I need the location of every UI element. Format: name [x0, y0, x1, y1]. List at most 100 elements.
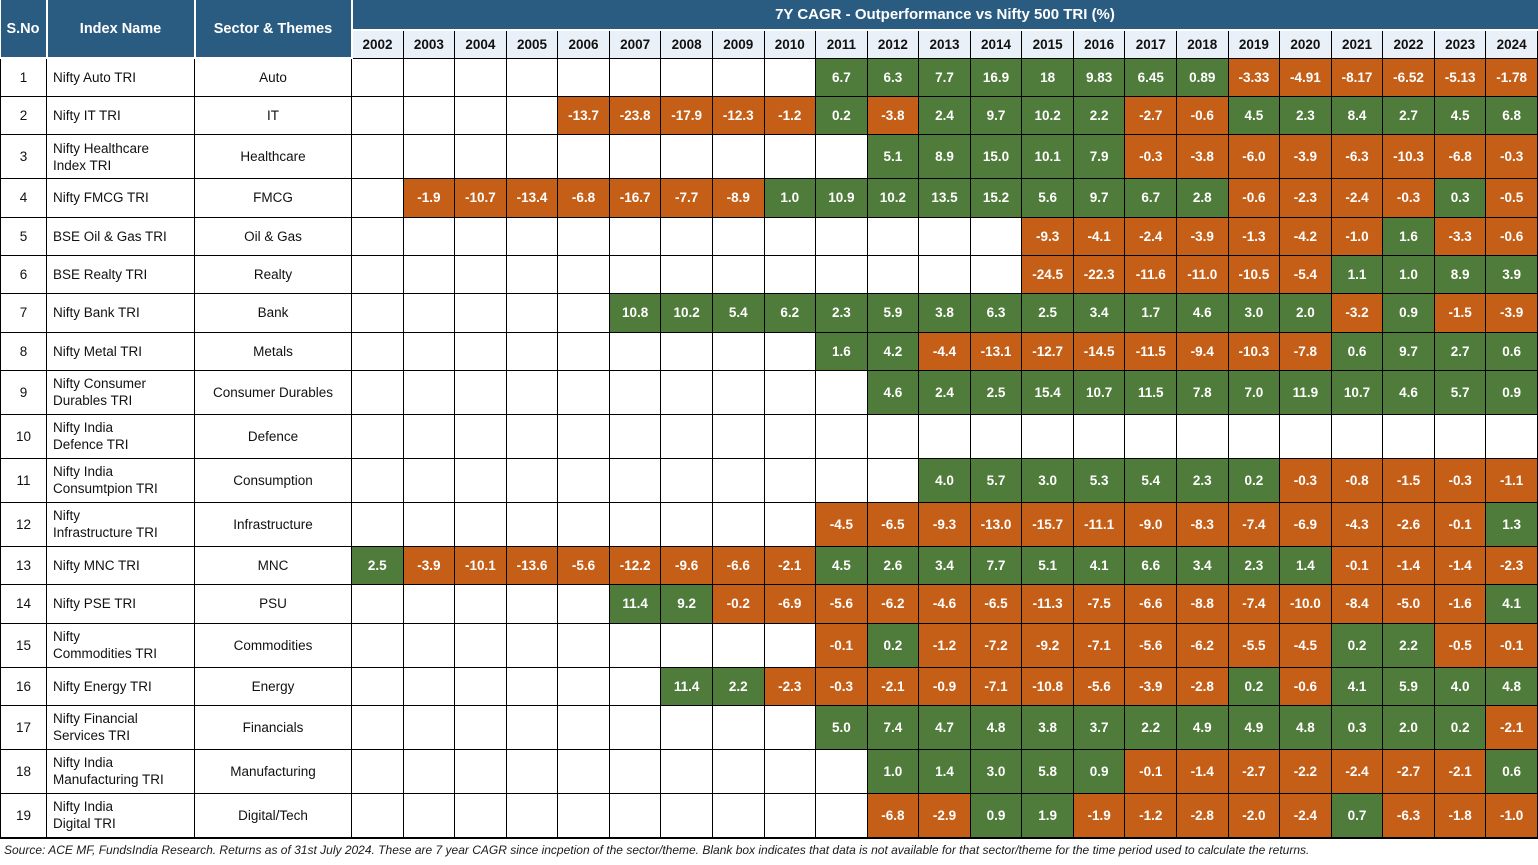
empty-cell-2004 — [454, 792, 507, 839]
value-cell-2013: 1.4 — [918, 748, 971, 794]
empty-cell-2007 — [608, 369, 662, 415]
empty-cell-2004 — [454, 457, 507, 503]
empty-cell-2010 — [763, 216, 817, 256]
year-header-2013: 2013 — [918, 29, 971, 59]
value-cell-2012: 4.6 — [866, 369, 920, 415]
value-cell-2019: -10.5 — [1227, 254, 1281, 295]
sno-cell: 8 — [0, 331, 47, 371]
empty-cell-2002 — [351, 369, 404, 415]
value-cell-2019: 4.5 — [1227, 95, 1281, 136]
value-cell-2011: 1.6 — [815, 331, 868, 371]
empty-cell-2009 — [711, 792, 765, 839]
value-cell-2015: 3.0 — [1021, 457, 1074, 503]
value-cell-2011: 10.9 — [815, 178, 868, 218]
empty-cell-2006 — [557, 369, 610, 415]
value-cell-2008: -17.9 — [660, 95, 713, 136]
value-cell-2023: 0.2 — [1433, 704, 1487, 750]
empty-cell-2017 — [1124, 413, 1177, 459]
empty-cell-2004 — [454, 369, 507, 415]
value-cell-2007: -23.8 — [608, 95, 662, 136]
index-name-cell: Nifty Auto TRI — [46, 57, 195, 97]
empty-cell-2004 — [454, 57, 507, 97]
value-cell-2012: 2.6 — [866, 545, 920, 586]
empty-cell-2006 — [557, 501, 610, 547]
year-header-2017: 2017 — [1124, 29, 1177, 59]
value-cell-2015: 5.6 — [1021, 178, 1074, 218]
value-cell-2019: -7.4 — [1227, 501, 1281, 547]
table-row-14: 14 Nifty PSE TRI PSU 11.4 9.2 -0.2 -6.9 -5.6 -6.… — [0, 584, 1538, 624]
value-cell-2016: -22.3 — [1072, 254, 1126, 295]
empty-cell-2011 — [815, 413, 868, 459]
empty-cell-2002 — [351, 792, 404, 839]
value-cell-2023: 8.9 — [1433, 254, 1487, 295]
index-name-cell: Nifty Consumer Durables TRI — [46, 369, 195, 415]
value-cell-2009: 5.4 — [711, 293, 765, 333]
value-cell-2011: 0.2 — [815, 95, 868, 136]
empty-cell-2002 — [351, 457, 404, 503]
empty-cell-2002 — [351, 134, 404, 180]
empty-cell-2005 — [505, 331, 559, 371]
value-cell-2014: -6.5 — [969, 584, 1023, 624]
year-header-2005: 2005 — [505, 29, 559, 59]
index-name-cell: Nifty PSE TRI — [46, 584, 195, 624]
value-cell-2011: -0.1 — [815, 622, 868, 668]
value-cell-2024: 0.9 — [1485, 369, 1538, 415]
value-cell-2023: -0.5 — [1433, 622, 1487, 668]
value-cell-2007: -12.2 — [608, 545, 662, 586]
empty-cell-2002 — [351, 584, 404, 624]
value-cell-2012: -3.8 — [866, 95, 920, 136]
value-cell-2014: -7.1 — [969, 666, 1023, 706]
table-row-6: 6 BSE Realty TRI Realty -24.5 -22.3 -11.6 -11.… — [0, 254, 1538, 295]
index-name-cell: Nifty India Digital TRI — [46, 792, 195, 839]
value-cell-2003: -1.9 — [402, 178, 456, 218]
value-cell-2022: 0.9 — [1382, 293, 1435, 333]
source-note: Source: ACE MF, FundsIndia Research. Ret… — [0, 839, 1538, 865]
index-name-cell: Nifty Energy TRI — [46, 666, 195, 706]
sno-cell: 15 — [0, 622, 47, 668]
empty-cell-2011 — [815, 457, 868, 503]
value-cell-2019: -2.7 — [1227, 748, 1281, 794]
empty-cell-2005 — [505, 413, 559, 459]
empty-cell-2003 — [402, 369, 456, 415]
sno-cell: 16 — [0, 666, 47, 706]
value-cell-2024: 4.1 — [1485, 584, 1538, 624]
value-cell-2009: -6.6 — [711, 545, 765, 586]
value-cell-2008: 9.2 — [660, 584, 713, 624]
year-header-2004: 2004 — [454, 29, 507, 59]
empty-cell-2005 — [505, 57, 559, 97]
index-name-cell: Nifty Commodities TRI — [46, 622, 195, 668]
value-cell-2023: -5.13 — [1433, 57, 1487, 97]
sector-cell: Infrastructure — [194, 501, 352, 547]
value-cell-2024: -3.9 — [1485, 293, 1538, 333]
value-cell-2024: 1.3 — [1485, 501, 1538, 547]
empty-cell-2007 — [608, 704, 662, 750]
table-row-10: 10 Nifty India Defence TRI Defence — [0, 413, 1538, 459]
value-cell-2024: -1.78 — [1485, 57, 1538, 97]
value-cell-2022: 1.6 — [1382, 216, 1435, 256]
index-name-cell: BSE Realty TRI — [46, 254, 195, 295]
value-cell-2013: 4.0 — [918, 457, 971, 503]
empty-cell-2010 — [763, 501, 817, 547]
sno-cell: 14 — [0, 584, 47, 624]
value-cell-2023: 2.7 — [1433, 331, 1487, 371]
value-cell-2015: 3.8 — [1021, 704, 1074, 750]
value-cell-2002: 2.5 — [351, 545, 404, 586]
value-cell-2016: 3.4 — [1072, 293, 1126, 333]
sno-cell: 13 — [0, 545, 47, 586]
value-cell-2019: 0.2 — [1227, 666, 1281, 706]
value-cell-2020: -4.5 — [1279, 622, 1332, 668]
empty-cell-2023 — [1433, 413, 1487, 459]
value-cell-2019: 0.2 — [1227, 457, 1281, 503]
empty-cell-2016 — [1072, 413, 1126, 459]
value-cell-2013: 4.7 — [918, 704, 971, 750]
empty-cell-2010 — [763, 704, 817, 750]
value-cell-2017: 2.2 — [1124, 704, 1177, 750]
value-cell-2022: 5.9 — [1382, 666, 1435, 706]
empty-cell-2012 — [866, 413, 920, 459]
empty-cell-2024 — [1485, 413, 1538, 459]
value-cell-2017: -11.5 — [1124, 331, 1177, 371]
value-cell-2019: 4.9 — [1227, 704, 1281, 750]
value-cell-2021: -2.4 — [1330, 748, 1384, 794]
sno-cell: 5 — [0, 216, 47, 256]
value-cell-2018: -2.8 — [1176, 666, 1229, 706]
